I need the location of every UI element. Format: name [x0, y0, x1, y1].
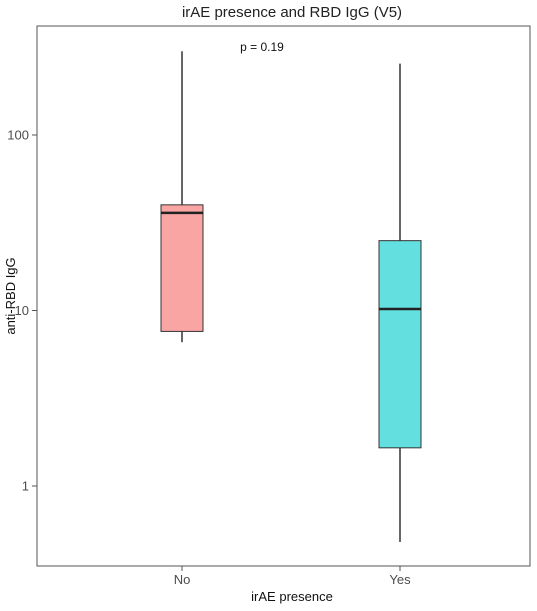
x-axis-title: irAE presence — [251, 589, 333, 604]
box-no — [160, 51, 204, 343]
boxes — [160, 51, 422, 542]
iqr-box — [160, 204, 204, 332]
y-axis-title: anti-RBD IgG — [3, 257, 18, 334]
chart-title: irAE presence and RBD IgG (V5) — [182, 4, 402, 21]
y-tick-label: 100 — [7, 128, 29, 143]
x-tick-label: No — [174, 572, 191, 587]
x-tick-label: Yes — [389, 572, 411, 587]
iqr-box — [378, 240, 422, 449]
x-axis: No Yes — [174, 566, 411, 587]
box-yes — [378, 63, 422, 542]
y-axis: 1 10 100 — [7, 128, 37, 494]
y-tick-label: 10 — [15, 303, 29, 318]
p-value-annotation: p = 0.19 — [240, 40, 284, 54]
y-tick-label: 1 — [22, 479, 29, 494]
plot-panel — [36, 25, 531, 567]
